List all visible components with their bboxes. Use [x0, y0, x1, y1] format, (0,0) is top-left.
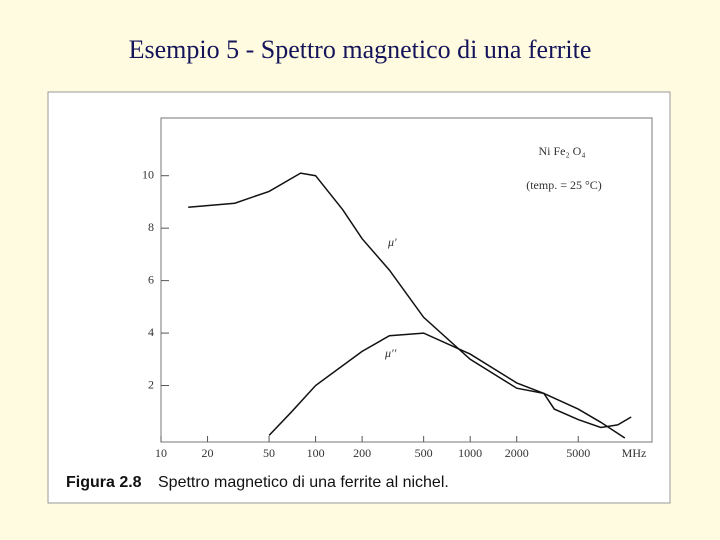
- x-tick-label: 1000: [458, 446, 482, 460]
- figure-frame: [47, 91, 671, 504]
- caption: Spettro magnetico di una ferrite al nich…: [158, 474, 449, 491]
- annotation: Ni Fe₂ O₄: [538, 144, 585, 158]
- y-tick-label: 2: [148, 377, 154, 391]
- plot-frame: [160, 117, 653, 443]
- line: [188, 172, 632, 429]
- x-tick-label: 100: [307, 446, 325, 460]
- line: [268, 332, 626, 439]
- y-tick-label: 4: [148, 325, 154, 339]
- y-tick-label: 8: [148, 220, 154, 234]
- y-tick-label: 6: [148, 272, 154, 286]
- x-tick-label: 500: [415, 446, 433, 460]
- x-tick-label: 2000: [505, 446, 529, 460]
- caption-label: Figura 2.8: [66, 474, 142, 491]
- x-tick-label: 10: [155, 446, 167, 460]
- series-label: μ': [387, 235, 397, 249]
- x-tick-label: 50: [263, 446, 275, 460]
- slide-title: Esempio 5 - Spettro magnetico di una fer…: [129, 35, 592, 64]
- y-tick-label: 10: [142, 167, 154, 181]
- series-label: μ'': [384, 346, 397, 360]
- x-tick-label: 200: [353, 446, 371, 460]
- annotation: (temp. = 25 °C): [526, 178, 602, 192]
- x-tick-label: 5000: [566, 446, 590, 460]
- x-axis-label: MHz: [622, 446, 647, 460]
- x-tick-label: 20: [202, 446, 214, 460]
